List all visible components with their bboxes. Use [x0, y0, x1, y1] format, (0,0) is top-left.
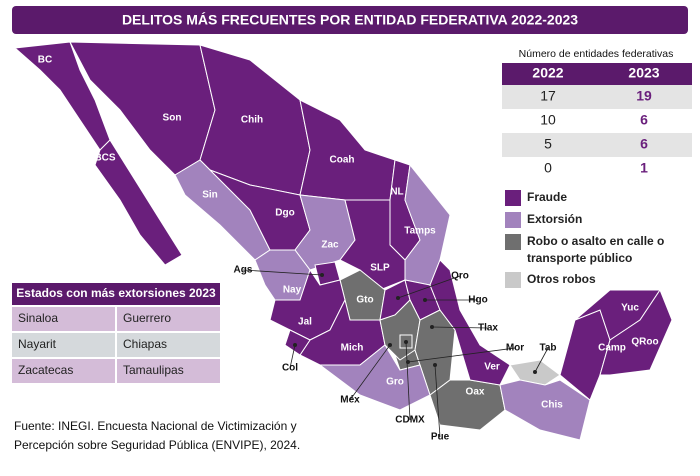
ext-cell: Sinaloa — [18, 311, 58, 325]
leader-dot — [293, 343, 297, 347]
legend-label: Robo o asalto en calle o transporte públi… — [527, 234, 664, 265]
table-cell: 17 — [540, 88, 556, 104]
leader-line — [431, 326, 489, 329]
state — [599, 288, 673, 376]
state-label: Coah — [330, 155, 355, 166]
ext-cell: Zacatecas — [18, 363, 73, 377]
state-label: Ver — [484, 362, 500, 373]
ext-cell: Chiapas — [123, 337, 167, 351]
table-header — [502, 63, 692, 85]
state-label: Sin — [202, 190, 218, 201]
table-cell: 19 — [636, 88, 652, 104]
table-cell: 6 — [640, 136, 648, 152]
ext-header — [12, 283, 220, 305]
leader-line — [289, 344, 296, 369]
state-label: Gro — [386, 377, 404, 388]
column-header: 2023 — [628, 65, 659, 81]
table-row — [502, 133, 692, 157]
state-label: Qro — [451, 271, 469, 282]
legend-swatch — [505, 190, 521, 206]
leader-dot — [433, 363, 437, 367]
title-bar — [12, 6, 688, 34]
state-label: Mich — [341, 343, 364, 354]
state-label: Mor — [506, 343, 524, 354]
leader-line — [242, 269, 323, 276]
table-cell: 10 — [540, 112, 556, 128]
state — [318, 344, 431, 411]
state-label: Ags — [234, 265, 253, 276]
ext-cell-bg — [117, 307, 220, 331]
state — [284, 329, 311, 356]
state-label: QRoo — [631, 337, 658, 348]
column-header: 2022 — [532, 65, 563, 81]
legend-swatch — [505, 272, 521, 288]
legend-label: Fraude — [527, 190, 567, 204]
leader-dot — [430, 325, 434, 329]
leader-dot — [404, 340, 408, 344]
state-label: Tab — [539, 343, 556, 354]
state-label: Col — [282, 363, 298, 374]
state-label: Nay — [283, 285, 302, 296]
state-label: Jal — [298, 317, 312, 328]
state-label: Tlax — [478, 323, 498, 334]
leader-line — [349, 344, 391, 401]
state-label: Hgo — [468, 295, 487, 306]
leader-line — [397, 275, 461, 299]
state-label: Méx — [340, 395, 360, 406]
leader-line — [434, 364, 441, 438]
leader-dot — [423, 298, 427, 302]
title: DELITOS MÁS FRECUENTES POR ENTIDAD FEDER… — [122, 12, 578, 28]
state-label: SLP — [370, 263, 390, 274]
leader-dot — [396, 296, 400, 300]
state-label: BCS — [94, 153, 115, 164]
ext-cell: Tamaulipas — [123, 363, 184, 377]
leader-line — [534, 347, 549, 373]
state — [299, 99, 396, 201]
table-cell: 5 — [544, 136, 552, 152]
ext-cell: Guerrero — [123, 311, 171, 325]
state-label: Son — [163, 113, 182, 124]
legend-swatch — [505, 212, 521, 228]
state — [429, 259, 511, 386]
state-label: Dgo — [275, 208, 294, 219]
table-cell: 1 — [640, 160, 648, 176]
ext-cell-bg — [117, 359, 220, 383]
state-label: Chih — [241, 115, 263, 126]
state — [94, 139, 183, 266]
ext-cell-bg — [117, 333, 220, 357]
state-label: Yuc — [621, 303, 639, 314]
leader-dot — [320, 273, 324, 277]
state-label: NL — [390, 187, 403, 198]
leader-dot — [533, 370, 537, 374]
state-label: Chis — [541, 400, 563, 411]
state-label: Oax — [466, 387, 485, 398]
state-label: BC — [38, 55, 52, 66]
leader-dot — [388, 343, 392, 347]
legend-label: Otros robos — [527, 272, 596, 286]
ext-cell: Nayarit — [18, 337, 57, 351]
state-label: Zac — [321, 240, 339, 251]
source: Fuente: INEGI. Encuesta Nacional de Vict… — [14, 419, 300, 452]
table-cell: 0 — [544, 160, 552, 176]
ext-cell-bg — [12, 359, 115, 383]
ext-cell-bg — [12, 307, 115, 331]
table-caption: Número de entidades federativas — [519, 48, 674, 60]
leader-line — [407, 347, 516, 363]
table-row — [502, 85, 692, 109]
state-label: Gto — [356, 295, 373, 306]
table-cell: 6 — [640, 112, 648, 128]
state-label: Tamps — [404, 226, 436, 237]
legend-label: Extorsión — [527, 212, 582, 226]
ext-cell-bg — [12, 333, 115, 357]
table-row — [502, 109, 692, 133]
legend-swatch — [505, 234, 521, 250]
state — [339, 199, 406, 291]
table-row — [502, 157, 692, 181]
state-label: Pue — [431, 432, 450, 443]
leader-line — [405, 341, 411, 421]
state-label: CDMX — [395, 415, 425, 426]
state-label: Camp — [598, 343, 626, 354]
ext-title: Estados con más extorsiones 2023 — [16, 286, 216, 300]
